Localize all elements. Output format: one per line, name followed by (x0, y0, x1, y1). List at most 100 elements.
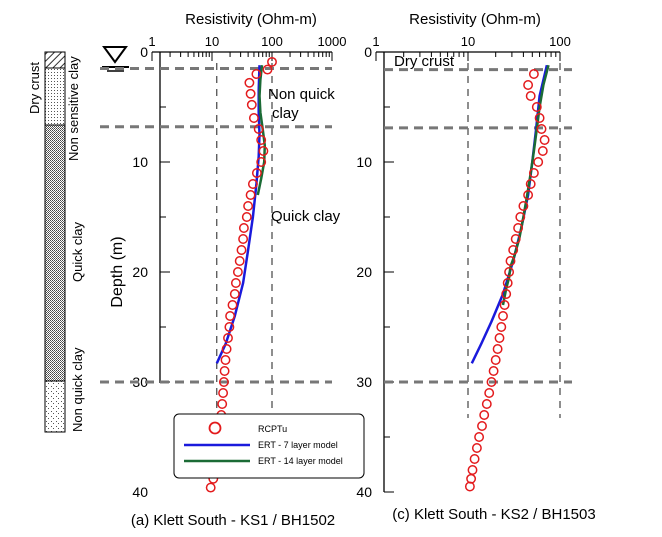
rcptu-point (494, 333, 505, 343)
soil-label-non-quick-clay: Non quick clay (70, 347, 85, 432)
rcptu-point (496, 322, 507, 332)
y-tick-label: 20 (132, 264, 148, 280)
rcptu-point (267, 56, 277, 67)
rcptu-point (241, 212, 252, 222)
rcptu-point (499, 300, 510, 310)
rcptu-point (229, 289, 240, 299)
panel-c-rcptu-markers (464, 69, 550, 492)
rcptu-point (498, 311, 508, 321)
rcptu-point (221, 344, 232, 354)
panel-a-model-lines (215, 65, 267, 364)
rcptu-point (218, 388, 229, 398)
rcptu-point (234, 256, 245, 266)
soil-layer-dry-crust: Dry crust (27, 51, 66, 114)
rcptu-point (477, 421, 487, 431)
y-tick-label: 0 (364, 44, 372, 60)
rcptu-point (464, 481, 475, 492)
rcptu-point (262, 64, 273, 75)
rcptu-point (467, 465, 478, 475)
rcptu-point (523, 80, 534, 90)
legend-item-ert-14: ERT - 14 layer model (184, 456, 343, 466)
legend-item-rcptu: RCPTu (208, 421, 287, 435)
panel-a-rcptu-markers (205, 56, 277, 493)
panel-c-annotation-dry-crust: Dry crust (394, 53, 455, 70)
rcptu-point (505, 256, 516, 266)
rcptu-point (243, 201, 254, 211)
rcptu-point (230, 278, 241, 288)
rcptu-point (238, 223, 249, 233)
rcptu-point (501, 289, 512, 299)
rcptu-point (225, 311, 236, 321)
y-tick-label: 10 (132, 154, 148, 170)
panel-a-annotation-clay: clay (272, 105, 299, 122)
panel-a-annotation-quick-clay: Quick clay (271, 208, 341, 225)
rcptu-point (510, 234, 521, 244)
panel-c: Resistivity (Ohm-m) 1 10 100 0 10 20 30 40 Dry… (356, 11, 595, 523)
rcptu-point (223, 333, 233, 343)
rcptu-point (528, 69, 539, 79)
rcptu-point (523, 190, 534, 200)
legend: RCPTu ERT - 7 layer model ERT - 14 layer… (173, 413, 365, 479)
rcptu-point (251, 168, 262, 178)
legend-label-ert7: ERT - 7 layer model (258, 440, 338, 450)
rcptu-point (518, 201, 529, 211)
rcptu-point (486, 377, 497, 387)
panel-c-xaxis-title: Resistivity (Ohm-m) (409, 11, 541, 28)
soil-layer-quick-clay: Quick clay (44, 124, 85, 382)
rcptu-point (492, 344, 503, 354)
rcptu-point (488, 366, 499, 376)
rcptu-point (539, 135, 550, 145)
rcptu-point (256, 157, 267, 167)
panel-a-y-ticks: 0 10 20 30 40 (132, 44, 170, 500)
rcptu-point (469, 454, 480, 464)
rcptu-point (474, 432, 485, 442)
y-tick-label: 40 (356, 484, 372, 500)
rcptu-point (220, 355, 231, 365)
rcptu-point (224, 322, 235, 332)
panel-a-guides (100, 63, 332, 412)
rcptu-point (531, 102, 542, 112)
y-tick-label: 20 (356, 264, 372, 280)
panel-a-x-ticks: 1 10 100 1000 (148, 34, 346, 61)
x-tick-label: 100 (549, 34, 571, 49)
x-tick-label: 1 (372, 34, 379, 49)
rcptu-point (537, 146, 548, 156)
y-tick-label: 30 (356, 374, 372, 390)
soil-layer-non-sensitive-clay: Non sensitive clay (44, 56, 81, 161)
panel-c-caption: (c) Klett South - KS2 / BH1503 (392, 506, 595, 523)
legend-label-rcptu: RCPTu (258, 424, 287, 434)
rcptu-point (471, 443, 482, 453)
rcptu-point (258, 146, 269, 156)
rcptu-point (236, 245, 247, 255)
rcptu-point (502, 278, 513, 288)
rcptu-point (219, 366, 230, 376)
rcptu-point (525, 179, 536, 189)
rcptu-point (238, 234, 249, 244)
legend-rcptu-marker-icon (208, 421, 222, 435)
y-tick-label: 0 (140, 44, 148, 60)
ert-7-layer-line (470, 64, 549, 364)
depth-axis-label: Depth (m) (109, 236, 126, 307)
panel-a-annotation-non-quick: Non quick (268, 86, 335, 103)
soil-label-quick-clay: Quick clay (70, 222, 85, 282)
rcptu-point (525, 91, 536, 101)
rcptu-point (256, 135, 267, 145)
rcptu-point (490, 355, 501, 365)
ert-14-layer-line (501, 64, 550, 306)
panel-c-y-ticks: 0 10 20 30 40 (356, 44, 394, 500)
rcptu-point (218, 377, 229, 387)
y-tick-label: 30 (132, 374, 148, 390)
rcptu-point (245, 190, 256, 200)
rcptu-point (227, 300, 238, 310)
panel-c-model-lines (470, 64, 550, 364)
panel-c-guides (384, 63, 572, 418)
soil-label-non-sensitive-clay: Non sensitive clay (66, 56, 81, 161)
x-tick-label: 10 (461, 34, 475, 49)
x-tick-label: 100 (261, 34, 283, 49)
x-tick-label: 1000 (318, 34, 347, 49)
rcptu-point (513, 223, 524, 233)
rcptu-point (484, 388, 495, 398)
y-tick-label: 10 (356, 154, 372, 170)
rcptu-point (515, 212, 526, 222)
panel-a: Resistivity (Ohm-m) 1 10 100 1000 0 10 20 30 40… (100, 11, 365, 529)
